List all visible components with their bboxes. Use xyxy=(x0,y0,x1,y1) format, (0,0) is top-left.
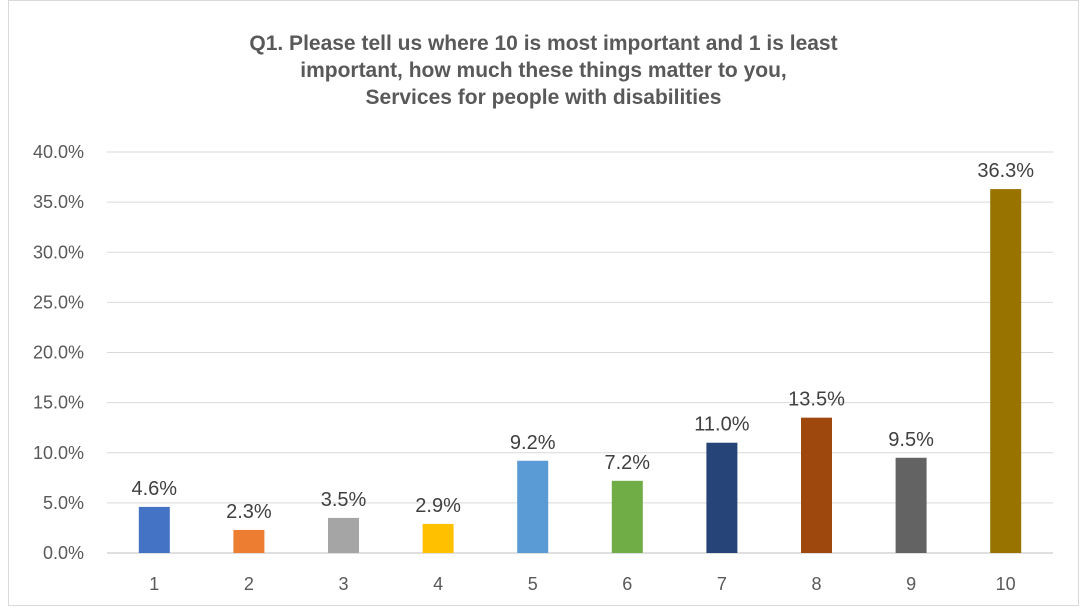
bar xyxy=(233,529,265,553)
y-tick-label: 35.0% xyxy=(33,192,84,212)
y-tick-label: 20.0% xyxy=(33,343,84,363)
data-label: 2.3% xyxy=(226,501,272,523)
bar xyxy=(706,442,738,553)
data-label: 7.2% xyxy=(605,452,651,474)
y-tick-label: 5.0% xyxy=(43,493,84,513)
bar xyxy=(517,460,549,553)
chart-title: Q1. Please tell us where 10 is most impo… xyxy=(0,30,1087,111)
data-label: 36.3% xyxy=(977,160,1034,182)
x-tick-label: 5 xyxy=(528,574,538,594)
x-tick-label: 9 xyxy=(906,574,916,594)
x-tick-label: 4 xyxy=(433,574,443,594)
y-tick-label: 10.0% xyxy=(33,443,84,463)
data-label: 9.2% xyxy=(510,432,556,454)
chart-title-line-3: Services for people with disabilities xyxy=(365,86,722,109)
x-tick-label: 8 xyxy=(811,574,821,594)
y-tick-label: 0.0% xyxy=(43,543,84,563)
data-label: 11.0% xyxy=(694,414,749,436)
y-tick-label: 40.0% xyxy=(33,142,84,162)
y-tick-label: 30.0% xyxy=(33,242,84,262)
chart-title-line-2: important, how much these things matter … xyxy=(300,59,787,82)
data-label: 13.5% xyxy=(788,389,845,411)
bar xyxy=(895,457,927,553)
bar xyxy=(328,517,359,553)
bar xyxy=(138,506,170,553)
bar xyxy=(422,523,454,553)
x-tick-label: 10 xyxy=(996,574,1016,594)
bar xyxy=(990,189,1022,553)
y-tick-label: 25.0% xyxy=(33,292,84,312)
bar xyxy=(801,417,832,553)
x-tick-label: 1 xyxy=(149,574,159,594)
x-tick-label: 3 xyxy=(338,574,348,594)
x-tick-label: 2 xyxy=(244,574,254,594)
x-tick-label: 7 xyxy=(717,574,727,594)
chart-title-line-1: Q1. Please tell us where 10 is most impo… xyxy=(249,32,838,55)
data-label: 4.6% xyxy=(132,478,178,500)
y-tick-label: 15.0% xyxy=(33,393,84,413)
bar xyxy=(611,480,643,553)
data-label: 9.5% xyxy=(888,429,934,451)
data-label: 3.5% xyxy=(321,489,367,511)
data-label: 2.9% xyxy=(415,495,461,517)
x-tick-label: 6 xyxy=(622,574,632,594)
